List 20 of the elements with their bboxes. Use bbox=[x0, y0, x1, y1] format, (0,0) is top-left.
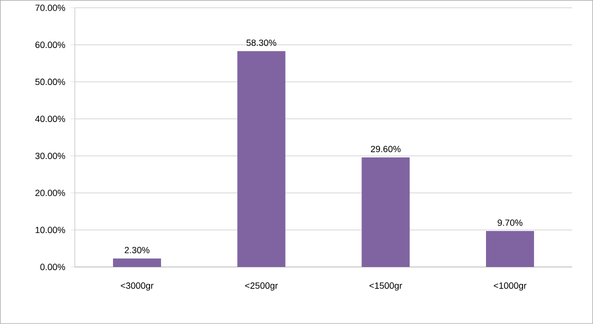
y-tick-label: 30.00% bbox=[35, 152, 66, 160]
data-label: 29.60% bbox=[370, 146, 401, 152]
data-label: 2.30% bbox=[124, 246, 150, 254]
y-tick-label: 0.00% bbox=[40, 264, 66, 270]
bar bbox=[237, 51, 286, 268]
y-tick-label: 10.00% bbox=[36, 226, 66, 234]
x-tick-label: <2500gr bbox=[245, 282, 278, 291]
x-tick-label: <1500gr bbox=[370, 282, 402, 291]
bar bbox=[362, 157, 410, 268]
bar bbox=[113, 258, 162, 268]
bar bbox=[486, 231, 534, 268]
y-tick-label: 20.00% bbox=[35, 190, 66, 196]
y-tick-label: 70.00% bbox=[35, 4, 66, 12]
x-tick-label: <3000gr bbox=[120, 282, 154, 291]
y-tick-label: 40.00% bbox=[35, 116, 66, 122]
data-label: 9.70% bbox=[498, 220, 522, 226]
data-label: 58.30% bbox=[246, 40, 276, 46]
x-tick-label: <1000gr bbox=[494, 282, 526, 291]
y-tick-label: 60.00% bbox=[35, 42, 66, 48]
y-tick-label: 50.00% bbox=[35, 78, 66, 86]
